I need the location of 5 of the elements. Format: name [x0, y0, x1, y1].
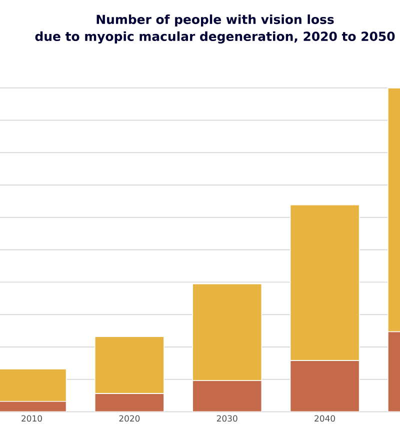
- x-tick-label: 2020: [119, 415, 140, 422]
- x-tick-label: 2010: [22, 415, 42, 422]
- x-tick-label: 2040: [314, 415, 335, 422]
- chart-title: Number of people with vision loss due to myopic macular degeneration, 2020 to 2050: [35, 14, 395, 44]
- x-tick-label: 2030: [216, 415, 238, 422]
